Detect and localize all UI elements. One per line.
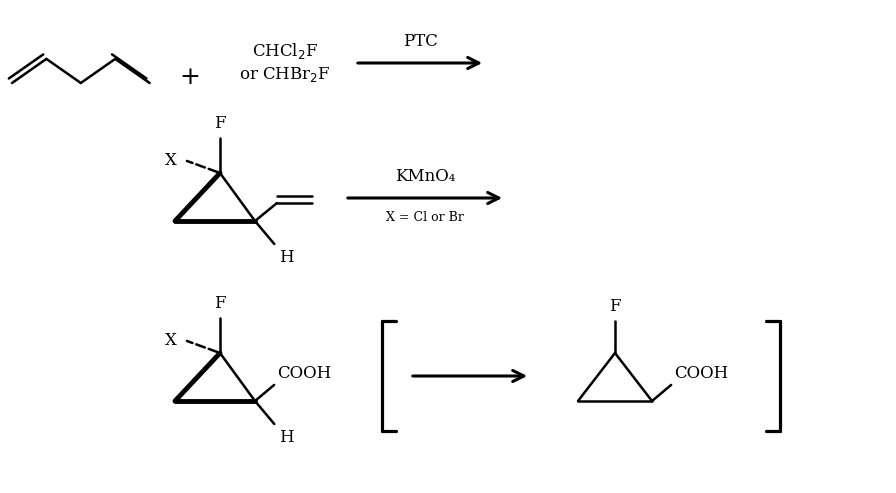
Text: +: + [179,67,201,90]
Text: X = Cl or Br: X = Cl or Br [386,211,464,224]
Text: COOH: COOH [674,365,728,382]
Text: H: H [280,249,294,266]
Text: COOH: COOH [277,365,332,382]
Text: F: F [214,115,226,132]
Text: PTC: PTC [402,33,437,50]
Text: X: X [165,331,177,349]
Text: KMnO₄: KMnO₄ [395,168,455,185]
Text: X: X [165,151,177,169]
Text: F: F [214,295,226,312]
Text: F: F [609,298,621,315]
Text: H: H [280,429,294,446]
Text: or CHBr$_2$F: or CHBr$_2$F [239,66,331,84]
Text: CHCl$_2$F: CHCl$_2$F [252,41,318,61]
